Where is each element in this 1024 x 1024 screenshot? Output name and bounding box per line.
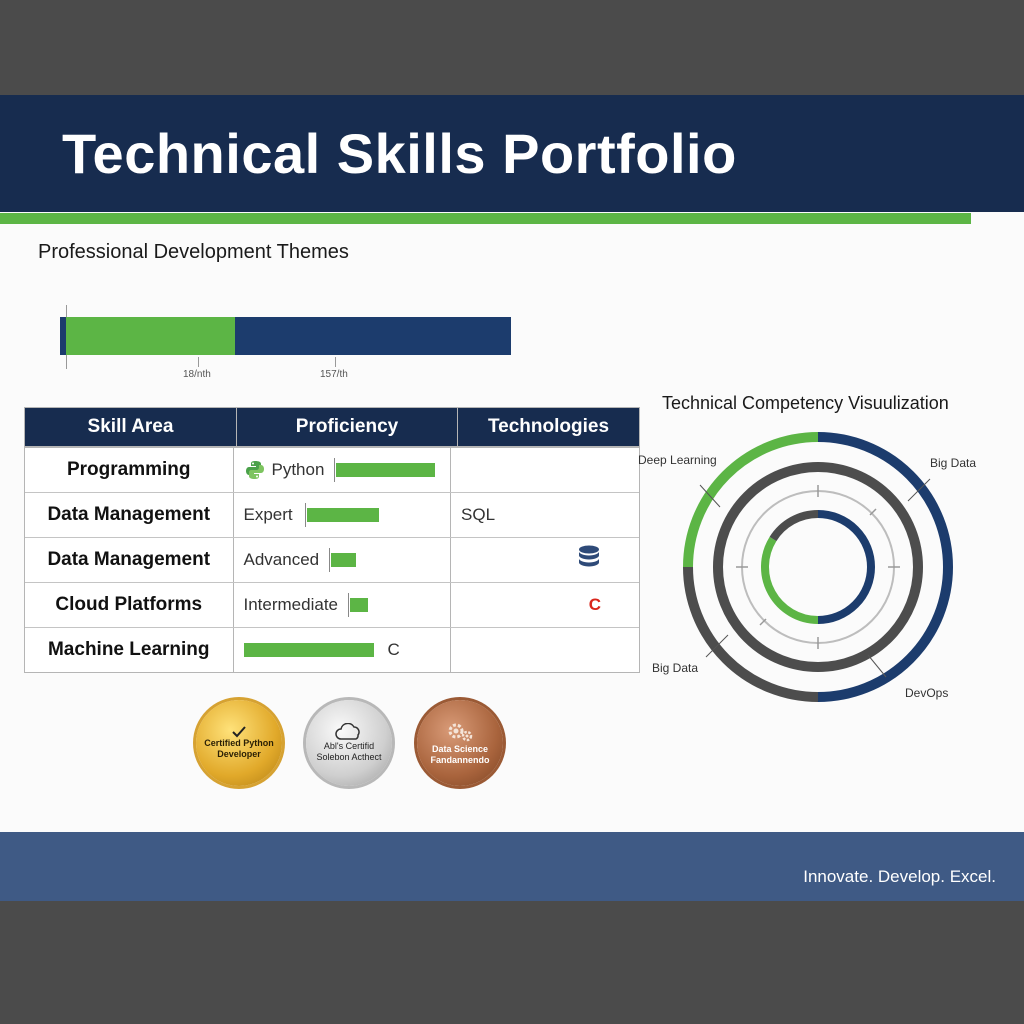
ring-label: Deep Learning: [638, 453, 717, 467]
proficiency-trail-label: C: [387, 640, 400, 659]
badge-text: Certified Python Developer: [204, 738, 274, 759]
table-row[interactable]: Data Management Expert SQL: [25, 493, 639, 538]
accent-stripe: [0, 213, 971, 224]
progress-tick: [335, 357, 336, 367]
proficiency-bar: [243, 643, 374, 657]
proficiency-label: Expert: [243, 505, 293, 524]
progress-tick-label: 157/th: [320, 369, 348, 380]
proficiency-cell: Python: [234, 448, 452, 492]
proficiency-cell: Expert: [234, 493, 452, 537]
table-row[interactable]: Programming Python: [25, 448, 639, 493]
proficiency-bar: [331, 553, 357, 567]
c-language-icon: C: [588, 595, 602, 614]
proficiency-label: Intermediate: [243, 595, 339, 614]
proficiency-cell: C: [234, 628, 452, 672]
competency-rings-chart: [683, 432, 953, 702]
themes-progress-bar: [60, 317, 511, 355]
page-title: Technical Skills Portfolio: [62, 122, 737, 185]
python-icon: [244, 459, 266, 481]
skill-name: Data Management: [25, 493, 234, 537]
slide: Technical Skills Portfolio Professional …: [0, 95, 1024, 901]
leader-line: [705, 634, 729, 658]
leader-line: [907, 478, 931, 502]
competency-title: Technical Competency Visuulization: [662, 393, 949, 413]
badge-text: Abl's Certifid Solebon Acthect: [316, 741, 382, 762]
certification-badge[interactable]: Certified Python Developer: [196, 700, 282, 786]
table-row[interactable]: Cloud Platforms Intermediate C: [25, 583, 639, 628]
bar-baseline: [304, 503, 306, 527]
column-header-skill-area[interactable]: Skill Area: [25, 408, 237, 446]
certification-badge[interactable]: Data Science Fandannendo: [417, 700, 503, 786]
proficiency-label: Python: [271, 460, 325, 479]
technology-label: SQL: [461, 505, 496, 524]
proficiency-cell: Advanced: [234, 538, 452, 582]
proficiency-label: Advanced: [243, 550, 320, 569]
themes-subtitle: Professional Development Themes: [38, 241, 349, 263]
proficiency-bar: [336, 463, 436, 477]
ring-label: Big Data: [930, 456, 977, 470]
themes-progress-fill: [66, 317, 235, 355]
technologies-cell: [451, 448, 639, 492]
column-header-proficiency[interactable]: Proficiency: [237, 408, 458, 446]
footer-band: Innovate. Develop. Excel.: [0, 832, 1024, 901]
ring-label: Big Data: [652, 661, 699, 675]
bar-baseline: [334, 458, 336, 482]
footer-tagline: Innovate. Develop. Excel.: [803, 867, 996, 886]
proficiency-bar: [350, 598, 368, 612]
cloud-icon: [335, 723, 360, 740]
outer-ring: [683, 432, 953, 702]
proficiency-cell: Intermediate: [234, 583, 452, 627]
technologies-cell: C: [451, 583, 639, 627]
skill-name: Machine Learning: [25, 628, 234, 672]
ring-tick: [869, 508, 877, 516]
leader-line: [699, 484, 721, 508]
progress-tick: [198, 357, 199, 367]
checkmark-icon: [232, 726, 246, 738]
ring-tick: [759, 618, 767, 626]
skill-name: Cloud Platforms: [25, 583, 234, 627]
technologies-cell: [451, 538, 639, 582]
header-banner: Technical Skills Portfolio: [0, 95, 1024, 212]
inner-ring: [761, 510, 875, 624]
technologies-cell: [451, 628, 639, 672]
table-header-row: Skill Area Proficiency Technologies: [25, 408, 639, 448]
skill-name: Data Management: [25, 538, 234, 582]
ring-label: DevOps: [905, 686, 949, 700]
badge-text: Data Science Fandannendo: [430, 744, 490, 765]
middle-ring: [713, 462, 923, 672]
bar-baseline: [329, 548, 331, 572]
table-row[interactable]: Data Management Advanced: [25, 538, 639, 583]
proficiency-bar: [306, 508, 379, 522]
skills-table: Skill Area Proficiency Technologies Prog…: [24, 407, 640, 673]
database-icon: [577, 545, 601, 576]
leader-line: [867, 654, 887, 678]
bar-baseline: [348, 593, 349, 617]
column-header-technologies[interactable]: Technologies: [487, 416, 610, 437]
progress-tick-label: 18/nth: [183, 369, 211, 380]
skill-name: Programming: [25, 448, 234, 492]
technologies-cell: SQL: [451, 493, 639, 537]
certification-badge[interactable]: Abl's Certifid Solebon Acthect: [306, 700, 392, 786]
table-row[interactable]: Machine Learning C: [25, 628, 639, 672]
gears-icon: [448, 723, 473, 742]
